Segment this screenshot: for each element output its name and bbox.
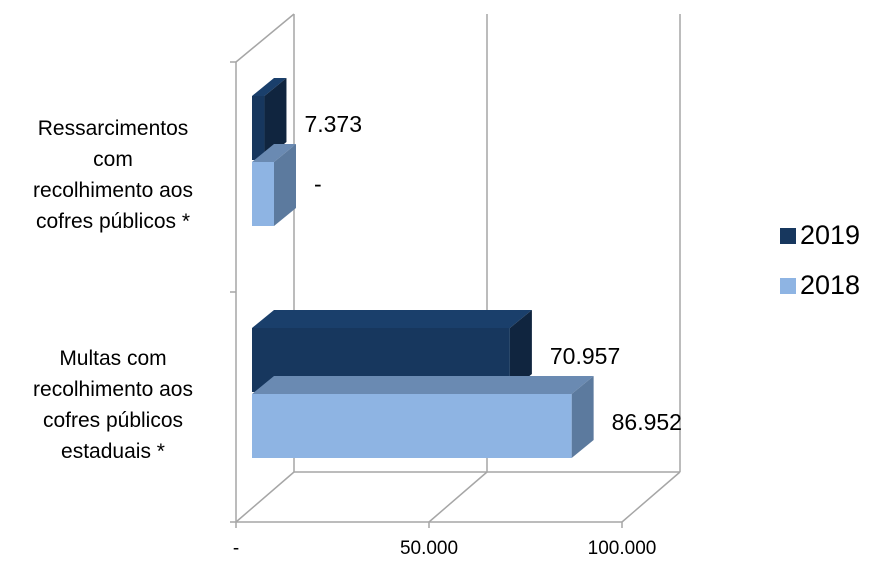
floor-gridline <box>428 471 488 523</box>
category-label: Multas com <box>59 347 166 370</box>
bar-top <box>252 376 594 394</box>
x-tick-labels: - 50.000 100.000 <box>233 538 657 559</box>
bar-top <box>252 310 532 328</box>
chart-bars <box>252 78 594 458</box>
category-label: recolhimento aos <box>33 378 193 401</box>
data-label: - <box>314 171 322 197</box>
bar-2018-1 <box>252 376 594 458</box>
legend-swatch <box>780 278 796 294</box>
category-label: cofres públicos * <box>36 210 190 233</box>
bar-top <box>252 144 296 162</box>
floor-gridline <box>621 471 681 523</box>
bar-side <box>571 376 594 458</box>
x-tick-label: - <box>233 538 239 559</box>
legend-label: 2019 <box>800 220 860 250</box>
category-label: cofres públicos <box>43 409 183 432</box>
data-label: 70.957 <box>550 343 620 369</box>
x-tick-label: 100.000 <box>588 538 657 559</box>
legend-swatch <box>780 228 796 244</box>
floor-gridline <box>235 471 295 523</box>
category-label: Ressarcimentos <box>38 117 189 140</box>
category-label: com <box>93 148 133 171</box>
legend: 2019 2018 <box>780 220 860 300</box>
category-label: estaduais * <box>61 440 165 463</box>
legend-label: 2018 <box>800 270 860 300</box>
category-label: recolhimento aos <box>33 179 193 202</box>
bar-front <box>252 162 274 226</box>
category-labels: Ressarcimentos com recolhimento aos cofres … <box>33 117 193 463</box>
axis-left-top <box>235 13 295 63</box>
x-tick-label: 50.000 <box>400 538 458 559</box>
data-label: 86.952 <box>612 409 682 435</box>
bar-front <box>252 96 265 160</box>
bar-2019-0 <box>252 78 287 160</box>
data-labels: 7.373 - 70.957 86.952 <box>304 111 682 435</box>
bar-front <box>252 394 572 458</box>
bar-2018-0 <box>252 144 296 226</box>
bar-top <box>252 78 287 96</box>
bar-side <box>264 78 287 160</box>
bar-side <box>509 310 532 392</box>
data-label: 7.373 <box>304 111 362 137</box>
bar-side <box>274 144 296 226</box>
